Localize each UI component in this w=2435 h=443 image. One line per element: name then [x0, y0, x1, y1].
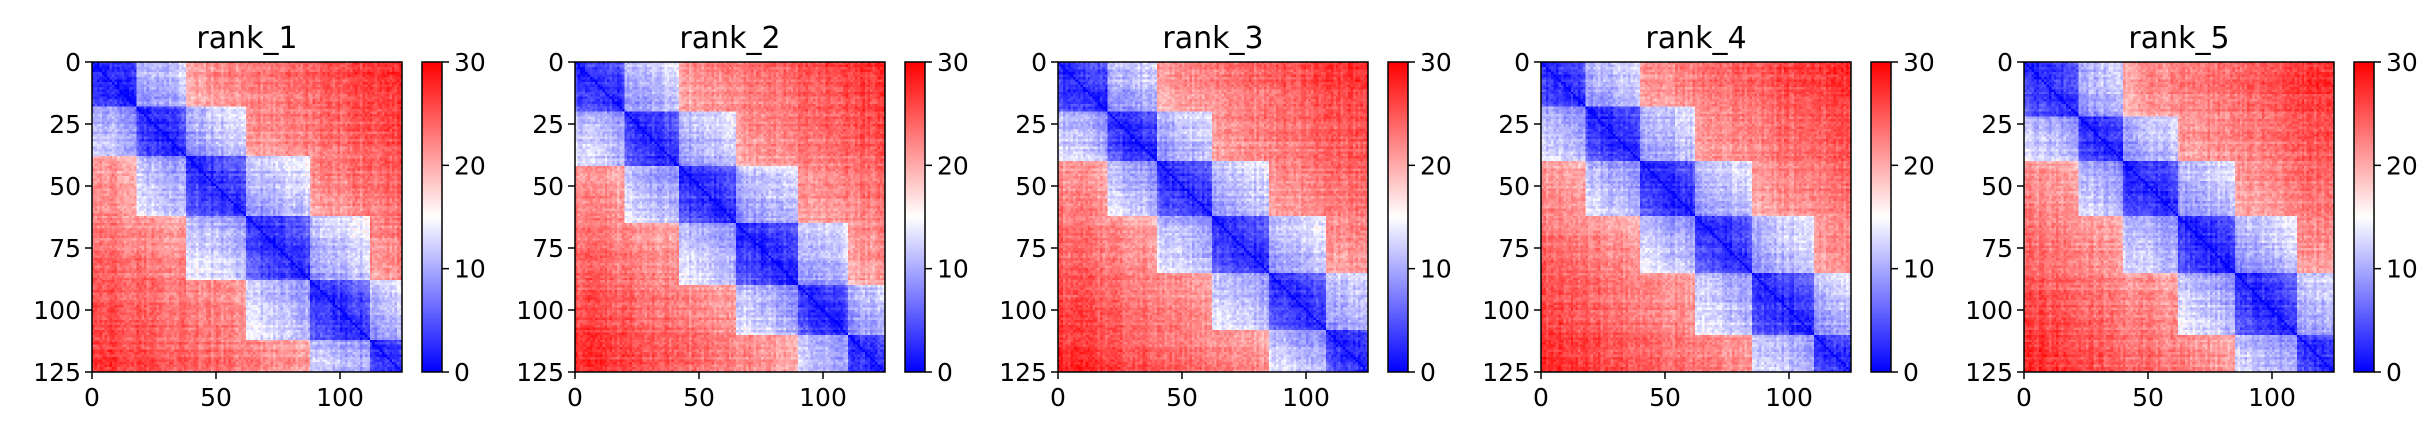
- colorbar-tick-label: 20: [454, 151, 486, 180]
- colorbar-tick-label: 0: [1903, 358, 1919, 387]
- x-tick-label: 100: [2248, 383, 2296, 412]
- x-tick-label: 0: [1533, 383, 1549, 412]
- colorbar-tick-label: 0: [2386, 358, 2402, 387]
- y-tick-label: 50: [532, 172, 564, 201]
- colorbar: [2353, 61, 2375, 373]
- panel-title: rank_2: [679, 21, 780, 56]
- colorbar-tick-label: 10: [1903, 255, 1935, 284]
- y-tick-label: 75: [1981, 234, 2013, 263]
- heatmap-cells: [1058, 62, 1368, 372]
- y-tick-label: 125: [1965, 358, 2013, 387]
- y-tick-label: 0: [548, 48, 564, 77]
- heatmap-cells: [92, 62, 402, 372]
- x-tick-label: 0: [84, 383, 100, 412]
- x-tick-label: 0: [2016, 383, 2032, 412]
- y-tick-label: 0: [1997, 48, 2013, 77]
- y-tick-label: 100: [33, 296, 81, 325]
- y-tick-label: 75: [532, 234, 564, 263]
- colorbar-tick-label: 30: [937, 48, 969, 77]
- heatmap-cells: [575, 62, 885, 372]
- panel-title: rank_5: [2128, 21, 2229, 56]
- colorbar: [421, 61, 443, 373]
- y-tick-label: 100: [1965, 296, 2013, 325]
- colorbar-tick-label: 30: [1903, 48, 1935, 77]
- y-tick-label: 50: [1498, 172, 1530, 201]
- y-tick-label: 25: [1015, 110, 1047, 139]
- y-tick-label: 125: [999, 358, 1047, 387]
- axes-frame: [2023, 61, 2335, 373]
- y-tick-label: 50: [49, 172, 81, 201]
- colorbar-tick-label: 10: [1420, 255, 1452, 284]
- axes-frame: [574, 61, 886, 373]
- y-tick-label: 125: [516, 358, 564, 387]
- colorbar-tick-label: 10: [2386, 255, 2418, 284]
- y-tick-label: 0: [65, 48, 81, 77]
- x-tick-label: 100: [316, 383, 364, 412]
- colorbar-tick-label: 20: [937, 151, 969, 180]
- y-tick-label: 25: [49, 110, 81, 139]
- colorbar-tick-label: 10: [454, 255, 486, 284]
- colorbar-tick-label: 10: [937, 255, 969, 284]
- axes-frame: [1057, 61, 1369, 373]
- y-tick-label: 75: [1015, 234, 1047, 263]
- x-tick-label: 50: [1649, 383, 1681, 412]
- x-tick-label: 50: [683, 383, 715, 412]
- y-tick-label: 50: [1981, 172, 2013, 201]
- axes-frame: [1540, 61, 1852, 373]
- colorbar: [904, 61, 926, 373]
- x-tick-label: 50: [2132, 383, 2164, 412]
- colorbar-tick-label: 0: [454, 358, 470, 387]
- axes-frame: [91, 61, 403, 373]
- x-tick-label: 50: [1166, 383, 1198, 412]
- colorbar-tick-label: 0: [937, 358, 953, 387]
- y-tick-label: 100: [999, 296, 1047, 325]
- colorbar-tick-label: 20: [2386, 151, 2418, 180]
- colorbar-tick-label: 30: [454, 48, 486, 77]
- colorbar-tick-label: 30: [1420, 48, 1452, 77]
- y-tick-label: 125: [33, 358, 81, 387]
- y-tick-label: 50: [1015, 172, 1047, 201]
- y-tick-label: 125: [1482, 358, 1530, 387]
- panel-title: rank_4: [1645, 21, 1746, 56]
- y-tick-label: 75: [49, 234, 81, 263]
- x-tick-label: 100: [1282, 383, 1330, 412]
- colorbar-tick-label: 20: [1903, 151, 1935, 180]
- colorbar-tick-label: 0: [1420, 358, 1436, 387]
- heatmap-cells: [1541, 62, 1851, 372]
- heatmap-cells: [2024, 62, 2334, 372]
- y-tick-label: 100: [1482, 296, 1530, 325]
- panel-title: rank_1: [196, 21, 297, 56]
- x-tick-label: 50: [200, 383, 232, 412]
- colorbar: [1870, 61, 1892, 373]
- panel-title: rank_3: [1162, 21, 1263, 56]
- y-tick-label: 25: [1981, 110, 2013, 139]
- y-tick-label: 0: [1031, 48, 1047, 77]
- x-tick-label: 100: [799, 383, 847, 412]
- y-tick-label: 0: [1514, 48, 1530, 77]
- x-tick-label: 0: [1050, 383, 1066, 412]
- colorbar-tick-label: 30: [2386, 48, 2418, 77]
- x-tick-label: 0: [567, 383, 583, 412]
- y-tick-label: 100: [516, 296, 564, 325]
- colorbar-tick-label: 20: [1420, 151, 1452, 180]
- x-tick-label: 100: [1765, 383, 1813, 412]
- y-tick-label: 25: [1498, 110, 1530, 139]
- y-tick-label: 25: [532, 110, 564, 139]
- y-tick-label: 75: [1498, 234, 1530, 263]
- colorbar: [1387, 61, 1409, 373]
